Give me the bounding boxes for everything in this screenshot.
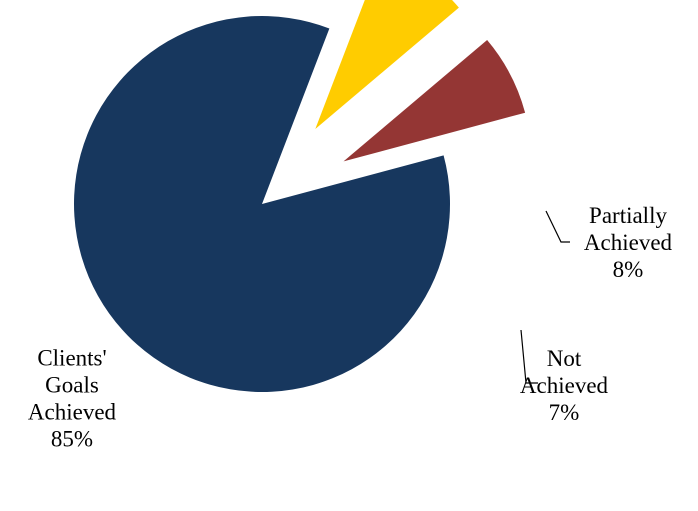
data-label-line: Achieved <box>584 230 673 255</box>
pie-slice-not-achieved <box>343 40 526 162</box>
data-label-not-achieved: Not Achieved 7% <box>520 346 609 425</box>
data-label-line: 7% <box>549 400 580 425</box>
data-label-line: Partially <box>589 203 667 228</box>
data-label-partially-achieved: Partially Achieved 8% <box>584 203 673 282</box>
pie-slice-clients-goals-achieved <box>73 15 450 393</box>
leader-line-1 <box>520 329 538 384</box>
data-label-line: Achieved <box>28 400 117 425</box>
data-label-line: Goals <box>45 373 99 398</box>
data-label-line: 85% <box>51 427 93 452</box>
pie-slice-partially-achieved <box>315 0 459 130</box>
data-label-clients-goals-achieved: Clients' Goals Achieved 85% <box>28 346 117 452</box>
data-label-line: Achieved <box>520 373 609 398</box>
data-label-line: Clients' <box>37 346 106 371</box>
data-label-line: Not <box>547 346 582 371</box>
leader-line-0 <box>545 210 570 243</box>
leader-lines <box>520 210 570 384</box>
pie-slices <box>73 0 526 393</box>
data-label-line: 8% <box>613 257 644 282</box>
data-labels: Partially Achieved 8%Not Achieved 7%Clients'… <box>28 203 673 452</box>
